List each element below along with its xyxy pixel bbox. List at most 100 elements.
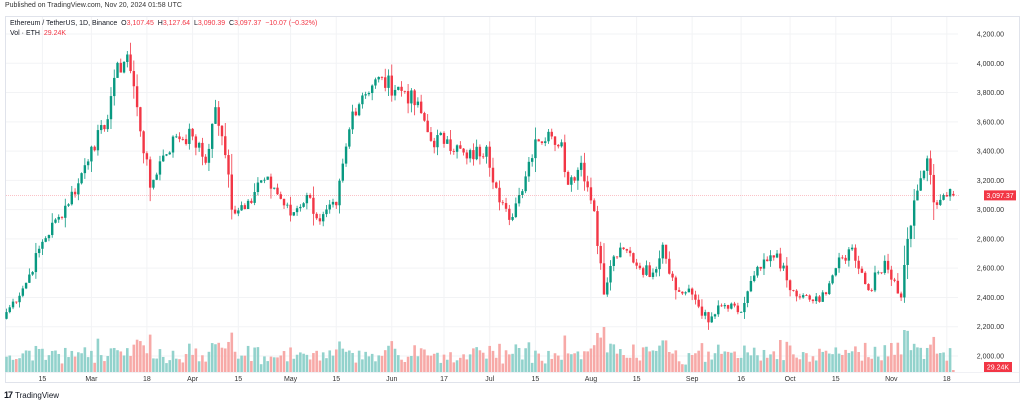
y-tick-label: 3,400.00	[977, 149, 1004, 156]
volume-bar	[416, 356, 420, 372]
candle-body	[939, 199, 942, 205]
volume-bar	[772, 351, 776, 372]
volume-bar	[818, 348, 821, 372]
candle-body	[410, 90, 413, 104]
candle-body	[256, 182, 260, 193]
candle-body	[325, 209, 328, 215]
volume-bar	[426, 355, 429, 372]
volume-bar	[11, 359, 15, 372]
candle-body	[903, 264, 906, 298]
volume-badge-label: 29.24K	[987, 365, 1010, 372]
volume-bar	[716, 344, 720, 372]
volume-bar	[625, 357, 629, 372]
y-tick-label: 2,000.00	[977, 354, 1004, 361]
volume-bar	[28, 350, 31, 372]
volume-label[interactable]: Vol · ETH	[10, 30, 40, 37]
volume-bar	[475, 347, 478, 372]
volume-bar	[210, 343, 214, 372]
volume-bar	[106, 356, 110, 372]
candle-body	[880, 272, 883, 274]
candle-body	[762, 259, 766, 269]
volume-bar	[847, 352, 851, 372]
x-tick-label: 15	[234, 376, 242, 383]
tradingview-logo-icon[interactable]: 17	[4, 390, 13, 400]
candle-body	[609, 265, 612, 283]
volume-bar	[592, 345, 596, 372]
candle-body	[651, 272, 655, 277]
candle-body	[224, 136, 227, 156]
candle-body	[690, 288, 694, 295]
volume-bar	[710, 359, 714, 372]
candle-body	[537, 139, 540, 142]
candle-body	[286, 204, 289, 206]
volume-bar	[821, 351, 825, 372]
candle-body	[41, 241, 44, 249]
candle-body	[178, 136, 181, 140]
candle-body	[795, 290, 798, 297]
candle-body	[873, 272, 877, 291]
candle-body	[547, 131, 550, 142]
volume-bar	[364, 351, 367, 372]
candle-body	[335, 201, 338, 206]
symbol-label[interactable]: Ethereum / TetherUS, 1D, Binance	[10, 20, 118, 27]
candle-body	[912, 200, 916, 226]
volume-bar	[563, 335, 567, 372]
volume-bar	[390, 341, 394, 372]
candle-body	[909, 225, 913, 239]
volume-bar	[674, 350, 678, 372]
candle-body	[312, 197, 315, 214]
candle-body	[886, 260, 890, 270]
volume-bar	[765, 357, 769, 372]
volume-bar	[713, 353, 717, 372]
candle-body	[720, 305, 723, 307]
candle-body	[292, 212, 296, 216]
volume-bar	[204, 361, 207, 372]
volume-bar	[504, 350, 508, 372]
candle-body	[553, 136, 557, 145]
candle-body	[210, 123, 214, 149]
volume-bar	[615, 353, 619, 372]
volume-bar	[860, 360, 864, 372]
price-badge	[984, 190, 1016, 201]
candle-body	[338, 180, 341, 206]
volume-bar	[788, 345, 792, 372]
candle-body	[299, 206, 302, 209]
candle-body	[201, 142, 204, 157]
volume-bar	[220, 347, 224, 372]
volume-bar	[586, 351, 589, 372]
x-tick-label: 15	[332, 376, 340, 383]
candle-body	[743, 302, 746, 313]
volume-bar	[462, 354, 465, 372]
candle-body	[328, 204, 331, 210]
candle-body	[18, 295, 21, 303]
candle-body	[619, 247, 622, 258]
y-tick-label: 3,200.00	[977, 178, 1004, 185]
candle-body	[602, 263, 606, 295]
candle-body	[113, 77, 116, 97]
volume-bar	[119, 351, 123, 372]
volume-bar	[439, 362, 443, 372]
candle-body	[485, 146, 488, 157]
volume-bar	[494, 357, 498, 372]
volume-bar	[850, 351, 854, 372]
candle-body	[119, 62, 122, 73]
chart-frame	[5, 16, 1020, 383]
volume-bar	[899, 354, 903, 372]
volume-bar	[289, 347, 292, 372]
candle-body	[648, 265, 651, 277]
x-tick-label: Jun	[386, 376, 397, 383]
volume-bar	[357, 350, 361, 372]
volume-bar	[481, 352, 485, 372]
volume-bar	[308, 359, 312, 372]
candle-body	[109, 96, 113, 120]
candle-body	[583, 162, 586, 182]
volume-bar	[589, 348, 593, 372]
volume-bar	[406, 356, 410, 372]
candle-body	[544, 141, 547, 144]
candle-body	[263, 179, 266, 181]
volume-bar	[736, 358, 740, 372]
volume-bar	[841, 354, 844, 372]
candle-body	[684, 292, 687, 294]
candle-body	[854, 247, 857, 261]
